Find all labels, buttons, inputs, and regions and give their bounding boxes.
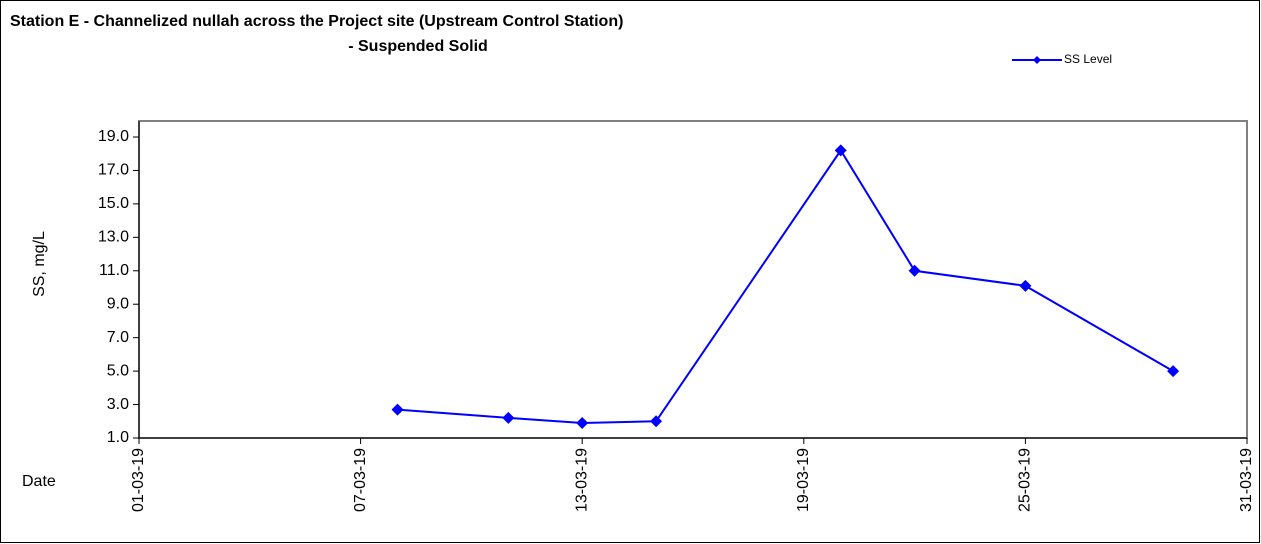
data-point <box>502 411 515 424</box>
y-tick-label: 7.0 <box>107 329 129 346</box>
y-tick-label: 11.0 <box>99 262 129 279</box>
legend-marker <box>1033 56 1041 64</box>
y-axis-label: SS, mg/L <box>31 231 48 297</box>
legend-label: SS Level <box>1064 52 1112 66</box>
data-point <box>834 144 847 157</box>
y-tick-label: 17.0 <box>98 162 129 179</box>
data-point <box>650 415 663 428</box>
y-tick-label: 3.0 <box>107 396 129 413</box>
data-point <box>1019 279 1032 292</box>
x-tick-label: 19-03-19 <box>795 448 812 512</box>
y-tick-label: 9.0 <box>107 295 129 312</box>
data-point <box>1167 365 1180 378</box>
x-tick-label: 25-03-19 <box>1017 448 1034 512</box>
x-tick-label: 13-03-19 <box>573 448 590 512</box>
series-line <box>397 148 1174 424</box>
data-point <box>908 264 921 277</box>
chart-title: Station E - Channelized nullah across th… <box>10 13 623 30</box>
chart-title: - Suspended Solid <box>348 38 488 55</box>
x-tick-label: 01-03-19 <box>130 448 147 512</box>
data-point <box>391 403 404 416</box>
data-point <box>576 416 589 429</box>
y-tick-label: 1.0 <box>107 429 129 446</box>
y-tick-label: 15.0 <box>98 195 129 212</box>
y-tick-label: 19.0 <box>98 128 129 145</box>
x-axis-label: Date <box>22 473 56 490</box>
x-tick-label: 31-03-19 <box>1238 448 1255 512</box>
y-tick-label: 13.0 <box>98 229 129 246</box>
x-tick-label: 07-03-19 <box>352 448 369 512</box>
y-tick-label: 5.0 <box>107 362 129 379</box>
